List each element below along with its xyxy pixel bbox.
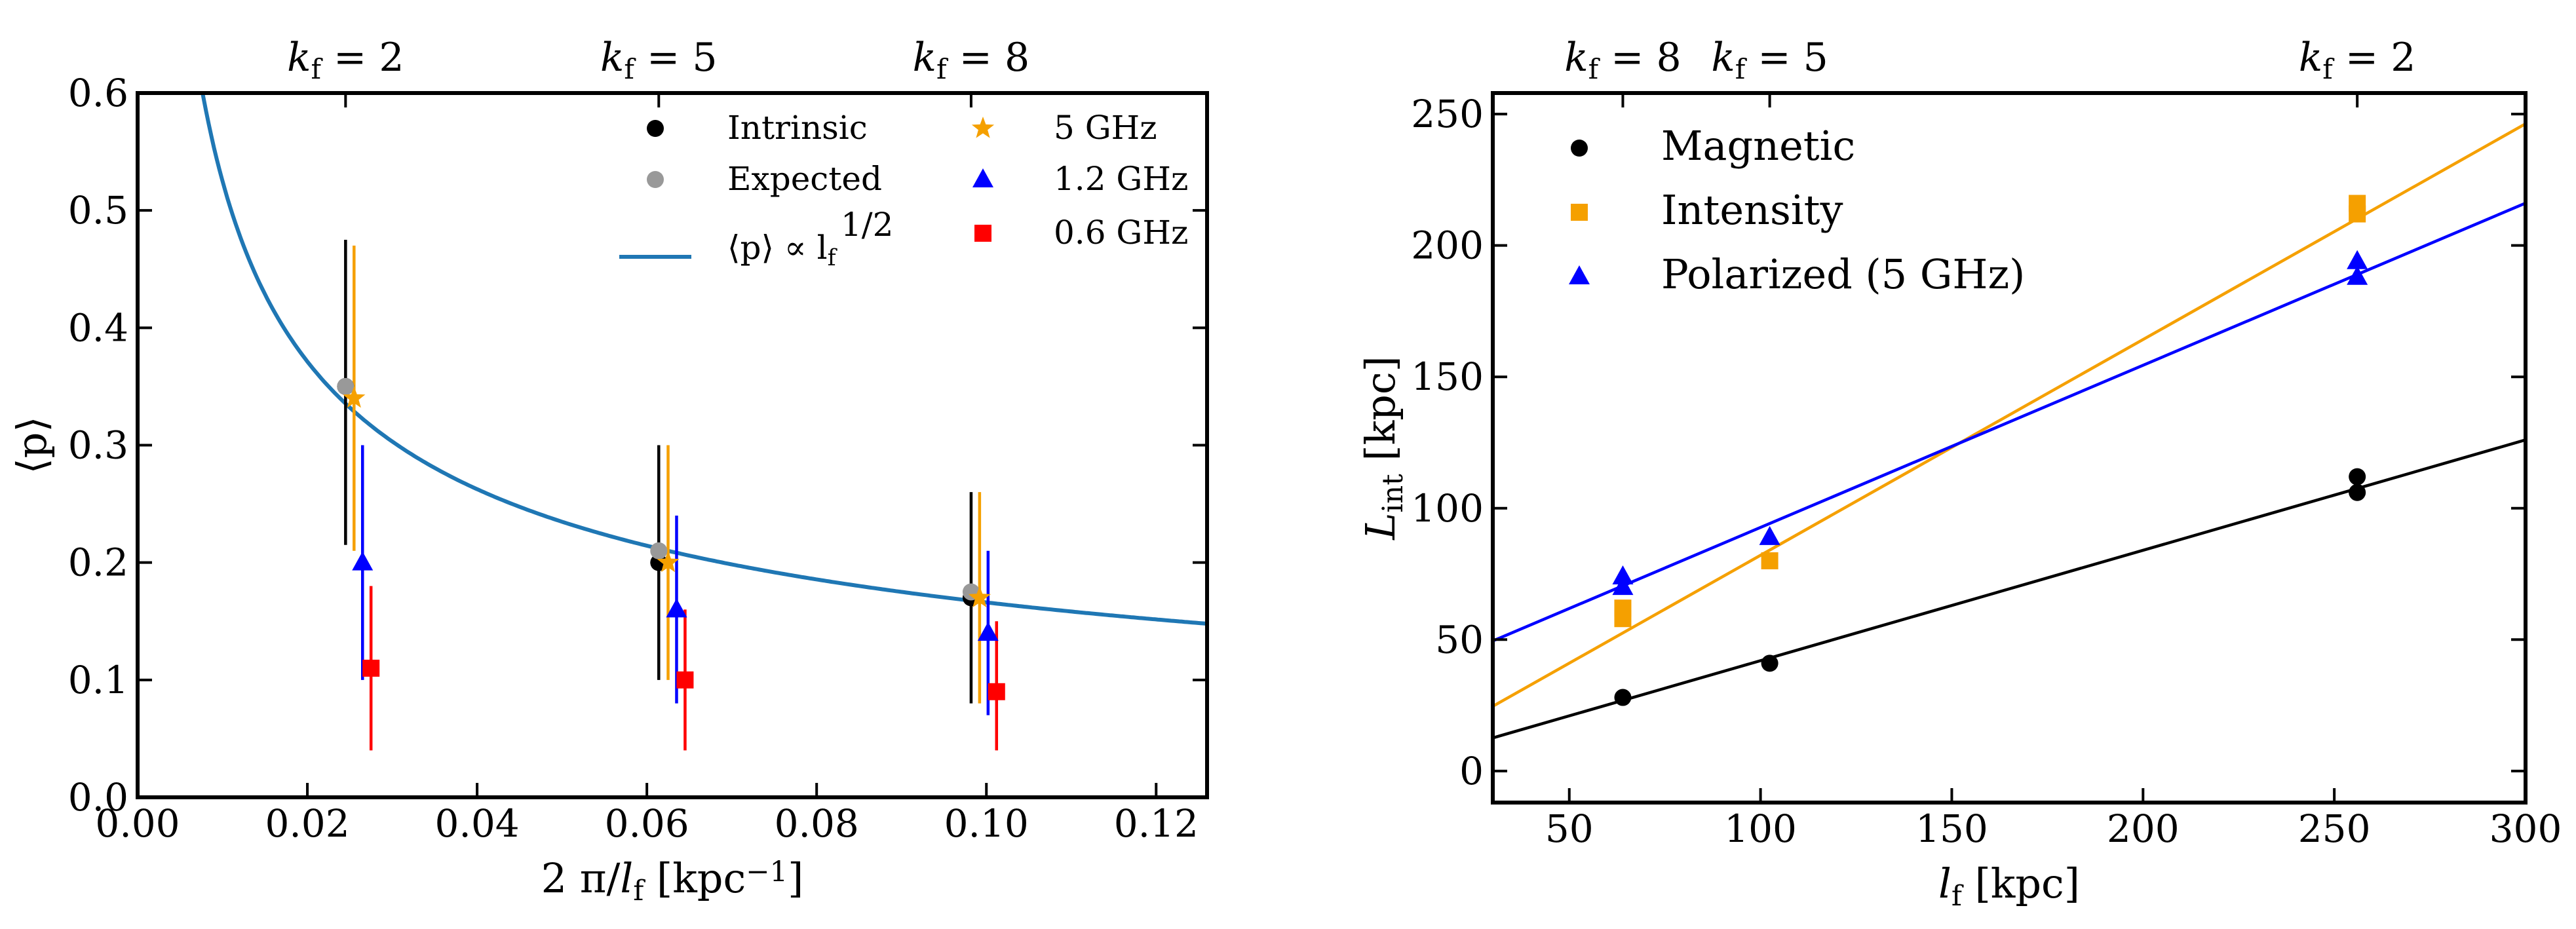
x-tick-label: 100 (1724, 806, 1797, 851)
data-point (1614, 689, 1632, 706)
y-tick-label: 200 (1411, 223, 1484, 268)
top-tick-label: kf = 8 (913, 35, 1030, 85)
fit-line (1493, 438, 2526, 740)
legend-marker (1571, 140, 1588, 157)
legend-marker (647, 171, 664, 188)
top-tick-label: kf = 5 (600, 35, 717, 85)
data-point (337, 377, 355, 395)
legend-label: Intrinsic (727, 109, 868, 147)
legend-marker (971, 117, 995, 138)
legend-label: Magnetic (1661, 122, 1855, 170)
x-tick-label: 0.10 (944, 801, 1029, 846)
legend-marker (974, 225, 991, 242)
plot-area (1493, 122, 2526, 740)
data-point (676, 671, 694, 689)
data-point (362, 659, 380, 677)
legend-marker (972, 168, 993, 187)
data-point (657, 550, 680, 573)
data-point (2349, 483, 2366, 501)
data-point (1612, 565, 1634, 585)
legend-label: Expected (727, 160, 882, 198)
x-tick-label: 0.08 (775, 801, 859, 846)
left-chart: 0.00 0.02 0.04 0.06 0.08 0.10 0.12 0.0 0.1 0.2 0.3… (8, 35, 1209, 907)
y-tick-label: 0.1 (68, 658, 128, 702)
y-tick-label: 100 (1411, 486, 1484, 531)
x-tick-label: 0.02 (265, 801, 349, 846)
data-point (2347, 250, 2368, 269)
data-point (1761, 654, 1778, 672)
data-point (650, 542, 668, 559)
x-axis-label: lf [kpc] (1938, 860, 2080, 913)
data-point (2347, 265, 2368, 285)
data-point (666, 598, 687, 618)
x-tick-label: 200 (2107, 806, 2180, 851)
x-tick-label: 300 (2489, 806, 2562, 851)
data-point (2349, 205, 2366, 223)
legend-marker (1571, 204, 1588, 221)
legend-label: ⟨p⟩ ∝ lf (727, 229, 838, 271)
legend-label: Intensity (1661, 186, 1843, 234)
plot-frame (1491, 91, 2528, 805)
y-tick-label: 50 (1435, 617, 1484, 662)
x-tick-label: 0.00 (95, 801, 180, 846)
y-axis-label: Lint [kpc] (1356, 356, 1410, 540)
y-tick-label: 0.4 (68, 305, 128, 350)
data-point (988, 683, 1005, 700)
y-tick-label: 0.6 (68, 71, 128, 115)
x-tick-label: 150 (1915, 806, 1988, 851)
y-tick-label: 250 (1411, 92, 1484, 136)
y-tick-label: 0.0 (68, 775, 128, 820)
legend-label: 0.6 GHz (1054, 214, 1188, 252)
top-tick-label: kf = 5 (1711, 35, 1828, 85)
x-tick-label: 50 (1545, 806, 1594, 851)
y-tick-label: 0 (1459, 749, 1484, 793)
plot-frame (136, 91, 1209, 799)
top-tick-label: kf = 8 (1564, 35, 1682, 85)
x-tick-label: 0.12 (1114, 801, 1199, 846)
data-point (1761, 552, 1778, 569)
right-chart: 50 100 150 200 250 300 0 50 100 150 200 250 kf = 8 kf… (1356, 35, 2562, 913)
fit-line (1493, 122, 2526, 708)
data-point (1759, 525, 1780, 545)
data-point (1614, 610, 1632, 628)
legend-label-sup: 1/2 (841, 206, 893, 244)
legend-label: Polarized (5 GHz) (1661, 250, 2025, 298)
x-tick-label: 0.06 (605, 801, 689, 846)
y-tick-label: 150 (1411, 354, 1484, 399)
x-tick-label: 0.04 (435, 801, 520, 846)
top-tick-label: kf = 2 (2299, 35, 2416, 85)
data-point (2349, 468, 2366, 485)
x-axis-label: 2 π/lf [kpc−1] (541, 854, 804, 907)
y-axis-label: ⟨p⟩ (8, 416, 56, 474)
data-point (1612, 576, 1634, 596)
y-tick-label: 0.2 (68, 540, 128, 585)
data-point (343, 386, 366, 408)
y-tick-label: 0.3 (68, 423, 128, 468)
legend-marker (1569, 265, 1590, 284)
data-point (968, 586, 991, 607)
legend-label: 1.2 GHz (1054, 160, 1188, 198)
plot-area (201, 93, 1207, 751)
data-point (977, 622, 999, 641)
legend-label: 5 GHz (1054, 109, 1157, 147)
top-tick-label: kf = 2 (287, 35, 404, 85)
legend-marker (647, 120, 664, 137)
data-point (352, 551, 374, 571)
y-tick-label: 0.5 (68, 188, 128, 233)
x-tick-label: 250 (2298, 806, 2371, 851)
